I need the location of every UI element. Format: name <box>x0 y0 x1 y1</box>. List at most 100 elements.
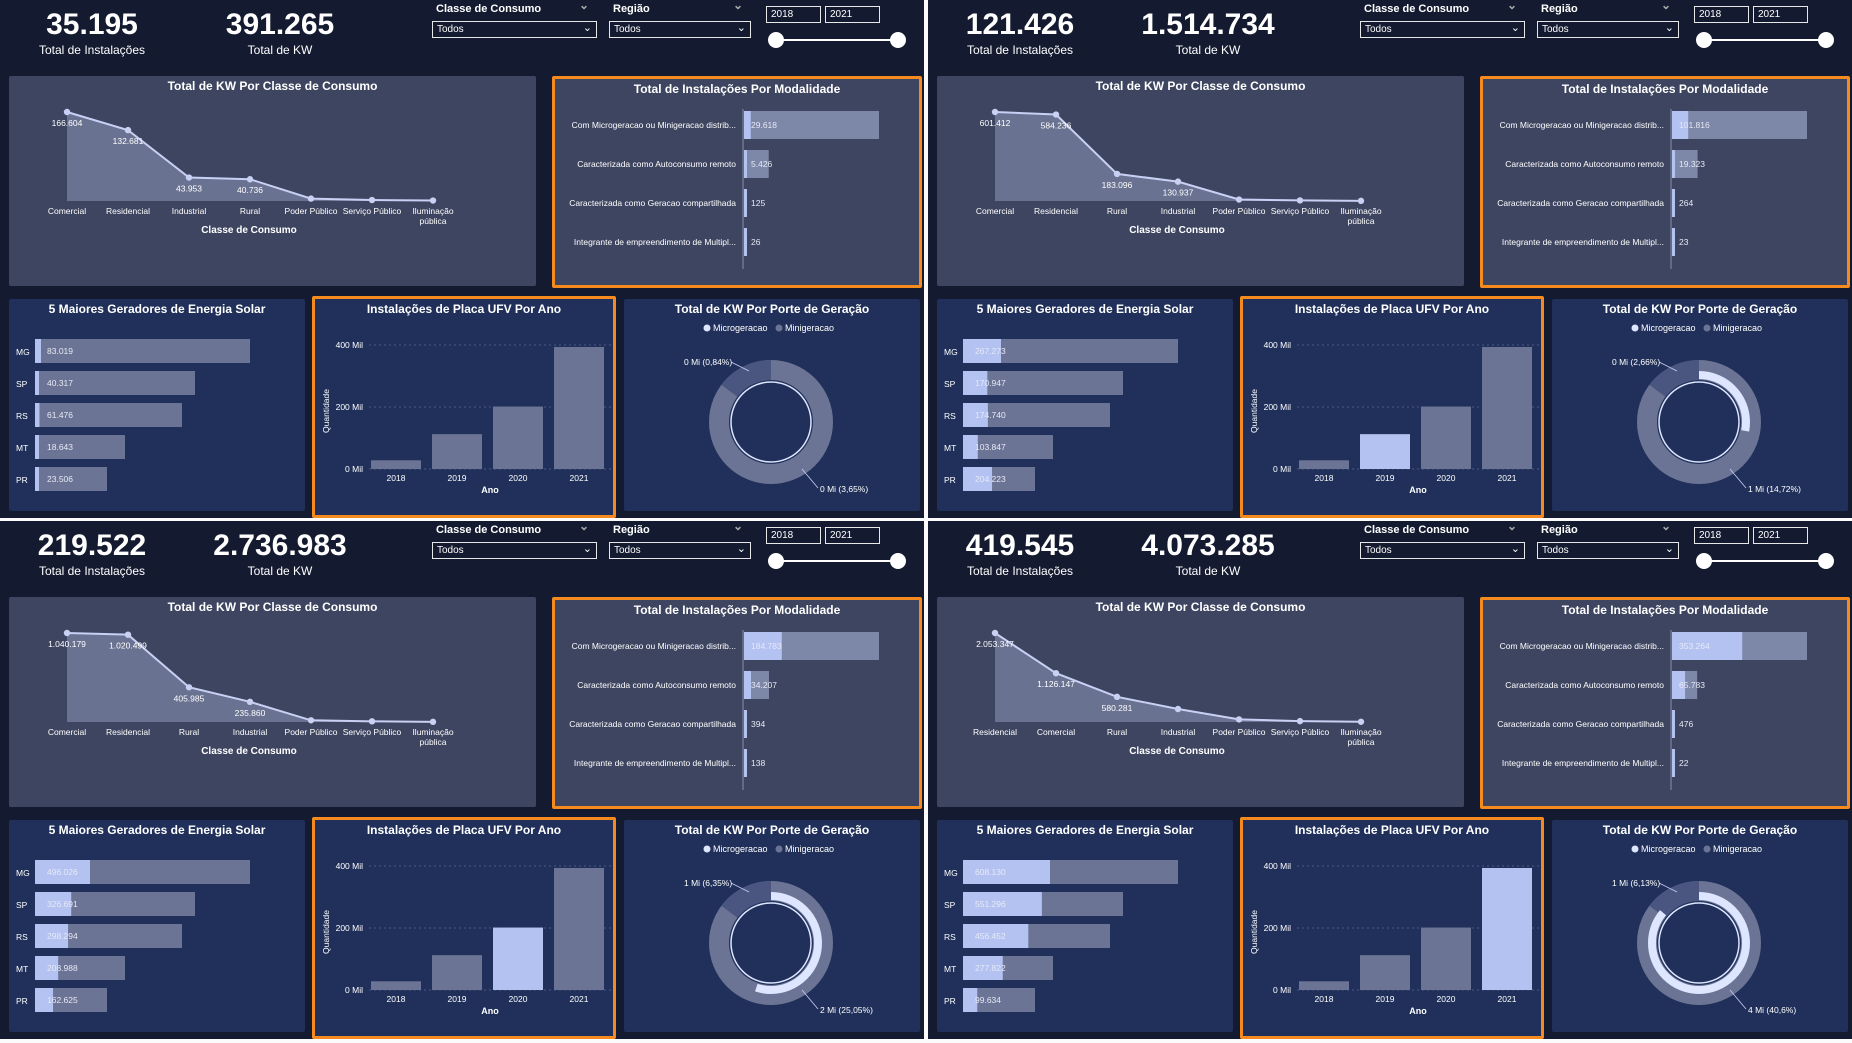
kpi-label: Total de Instalações <box>38 43 146 57</box>
year-end-input[interactable]: 2021 <box>825 527 880 544</box>
bar-total <box>35 371 195 395</box>
classe-consumo-dropdown[interactable]: Todos ⌄ <box>432 542 597 559</box>
data-point <box>368 196 376 204</box>
column-bar <box>554 868 604 990</box>
instalacoes-por-modalidade-chart: Total de Instalações Por Modalidade Com … <box>1480 597 1850 809</box>
x-tick-label: 2021 <box>1498 473 1517 483</box>
slice-label-major: 4 Mi (40,6%) <box>1748 1005 1796 1015</box>
column-bar <box>1360 434 1410 469</box>
data-label: 1.020.499 <box>109 641 147 651</box>
column-bar <box>1421 406 1471 469</box>
year-end-input[interactable]: 2021 <box>825 6 880 23</box>
regiao-dropdown[interactable]: Todos ⌄ <box>609 21 751 38</box>
x-tick-label: Serviço Público <box>343 727 402 737</box>
data-label: 326.691 <box>47 899 78 909</box>
bar-highlight <box>35 988 54 1012</box>
data-label: 34.207 <box>751 680 777 690</box>
donut-hole <box>730 381 812 463</box>
bar-highlight <box>35 371 39 395</box>
modalidade-svg: Com Microgeracao ou Minigeracao distrib.… <box>569 630 879 790</box>
area-fill <box>995 112 1361 201</box>
x-tick-label-line2: pública <box>420 216 447 226</box>
slider-end-handle[interactable] <box>1818 32 1834 48</box>
chart-title: Total de Instalações Por Modalidade <box>1561 603 1769 617</box>
chart-title: Total de KW Por Porte de Geração <box>674 823 870 837</box>
kpi-label: Total de KW <box>247 564 313 578</box>
data-label: 26 <box>751 237 761 247</box>
kw-por-porte-chart: Total de KW Por Porte de Geração Microge… <box>624 299 920 511</box>
year-range-slider[interactable] <box>776 39 904 41</box>
instalacoes-por-modalidade-chart: Total de Instalações Por Modalidade Com … <box>552 597 922 809</box>
year-range-slider[interactable] <box>1704 560 1832 562</box>
x-tick-label: Rural <box>1107 727 1127 737</box>
x-tick-label: 2020 <box>509 994 528 1004</box>
ano-svg: 0 Mil 200 Mil 400 Mil Quantidade 2018 2019 202… <box>321 861 611 1016</box>
slider-end-handle[interactable] <box>890 32 906 48</box>
year-range-slider[interactable] <box>776 560 904 562</box>
dashboard-quadrant-1: 35.195 Total de Instalações 391.265 Tota… <box>0 0 924 518</box>
year-start-input[interactable]: 2018 <box>766 527 821 544</box>
data-label: 551.296 <box>975 899 1006 909</box>
data-label: 132.681 <box>113 136 144 146</box>
kpi-total-kw: 4.073.285 Total de KW <box>1138 529 1278 578</box>
slider-start-handle[interactable] <box>1696 553 1712 569</box>
regiao-dropdown[interactable]: Todos ⌄ <box>1537 542 1679 559</box>
year-end-input[interactable]: 2021 <box>1753 527 1808 544</box>
slider-start-handle[interactable] <box>1696 32 1712 48</box>
leader-line <box>1658 882 1678 893</box>
slicer-title: Classe de Consumo <box>1360 2 1525 16</box>
year-start-input[interactable]: 2018 <box>766 6 821 23</box>
year-start-input[interactable]: 2018 <box>1694 527 1749 544</box>
x-axis-title: Classe de Consumo <box>201 225 297 236</box>
regiao-dropdown[interactable]: Todos ⌄ <box>609 542 751 559</box>
x-tick-label: 2020 <box>1437 473 1456 483</box>
bar-total <box>35 339 250 363</box>
slicer-title: Região <box>609 523 751 537</box>
instalacoes-por-ano-chart: Instalações de Placa UFV Por Ano 0 Mil 20… <box>1240 817 1544 1039</box>
modalidade-svg: Com Microgeracao ou Minigeracao distrib.… <box>1497 630 1807 790</box>
state-label: SP <box>944 900 956 910</box>
y-axis-title: Quantidade <box>1249 389 1259 433</box>
x-tick-label: Residencial <box>973 727 1017 737</box>
regiao-dropdown[interactable]: Todos ⌄ <box>1537 21 1679 38</box>
slicer-regiao: Região Todos ⌄ <box>609 2 751 44</box>
ano-svg: 0 Mil 200 Mil 400 Mil Quantidade 2018 2019 202… <box>321 340 611 495</box>
slicer-title: Classe de Consumo <box>432 523 597 537</box>
ano-svg: 0 Mil 200 Mil 400 Mil Quantidade 2018 2019 202… <box>1249 861 1539 1016</box>
data-label: 608.130 <box>975 867 1006 877</box>
data-label: 277.822 <box>975 963 1006 973</box>
category-label: Integrante de empreendimento de Multipl.… <box>574 237 736 247</box>
data-label: 298.294 <box>47 931 78 941</box>
x-axis-title: Ano <box>481 1006 499 1016</box>
bar-highlight <box>963 435 978 459</box>
classe-consumo-dropdown[interactable]: Todos ⌄ <box>432 21 597 38</box>
slicer-regiao: Região Todos ⌄ <box>1537 523 1679 565</box>
x-tick-label: 2018 <box>1315 994 1334 1004</box>
slider-start-handle[interactable] <box>768 32 784 48</box>
data-point <box>185 684 193 691</box>
data-label: 166.604 <box>52 118 83 128</box>
classe-consumo-dropdown[interactable]: Todos ⌄ <box>1360 21 1525 38</box>
top5-geradores-chart: 5 Maiores Geradores de Energia Solar MG 2… <box>937 299 1233 511</box>
data-label: 101.816 <box>1679 120 1710 130</box>
kw-por-classe-svg: 166.604 Comercial 132.681 Residencial 43.953… <box>48 108 454 236</box>
slice-label-major: 2 Mi (25,05%) <box>820 1005 873 1015</box>
slider-end-handle[interactable] <box>890 553 906 569</box>
x-tick-label: Residencial <box>106 206 150 216</box>
instalacoes-por-modalidade-chart: Total de Instalações Por Modalidade Com … <box>1480 76 1850 288</box>
category-label: Caracterizada como Autoconsumo remoto <box>577 159 736 169</box>
column-bar <box>1299 981 1349 990</box>
data-label: 476 <box>1679 719 1693 729</box>
y-axis-title: Quantidade <box>321 910 331 954</box>
classe-consumo-dropdown[interactable]: Todos ⌄ <box>1360 542 1525 559</box>
year-range-slider[interactable] <box>1704 39 1832 41</box>
data-point <box>1296 197 1304 204</box>
slider-start-handle[interactable] <box>768 553 784 569</box>
year-end-input[interactable]: 2021 <box>1753 6 1808 23</box>
chart-title: Total de KW Por Classe de Consumo <box>167 79 378 93</box>
column-bar <box>1360 955 1410 990</box>
chart-title: Instalações de Placa UFV Por Ano <box>1294 823 1490 837</box>
kw-por-classe-chart: Total de KW Por Classe de Consumo 601.41… <box>937 76 1464 286</box>
year-start-input[interactable]: 2018 <box>1694 6 1749 23</box>
slider-end-handle[interactable] <box>1818 553 1834 569</box>
